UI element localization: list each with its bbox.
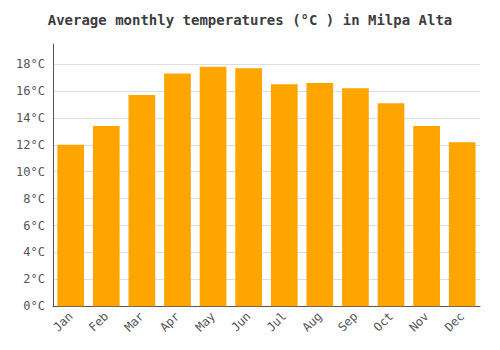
svg-text:2°C: 2°C <box>23 272 45 286</box>
svg-text:Average monthly temperatures (: Average monthly temperatures (°C ) in Mi… <box>48 12 453 28</box>
svg-text:4°C: 4°C <box>23 245 45 259</box>
svg-text:12°C: 12°C <box>16 138 45 152</box>
svg-text:Dec: Dec <box>442 309 467 334</box>
svg-text:Apr: Apr <box>157 309 182 334</box>
svg-text:Jun: Jun <box>228 309 253 334</box>
svg-text:Nov: Nov <box>406 309 431 334</box>
svg-text:14°C: 14°C <box>16 111 45 125</box>
svg-text:8°C: 8°C <box>23 192 45 206</box>
svg-text:Oct: Oct <box>371 309 396 334</box>
svg-text:Jul: Jul <box>264 309 289 334</box>
svg-text:Feb: Feb <box>86 309 111 334</box>
svg-text:Mar: Mar <box>122 309 147 334</box>
svg-text:6°C: 6°C <box>23 219 45 233</box>
svg-text:May: May <box>193 309 218 334</box>
svg-text:10°C: 10°C <box>16 165 45 179</box>
svg-text:Sep: Sep <box>335 309 360 334</box>
svg-text:0°C: 0°C <box>23 299 45 313</box>
svg-text:16°C: 16°C <box>16 84 45 98</box>
svg-text:Jan: Jan <box>50 309 75 334</box>
svg-text:18°C: 18°C <box>16 57 45 71</box>
svg-text:Aug: Aug <box>300 309 325 334</box>
